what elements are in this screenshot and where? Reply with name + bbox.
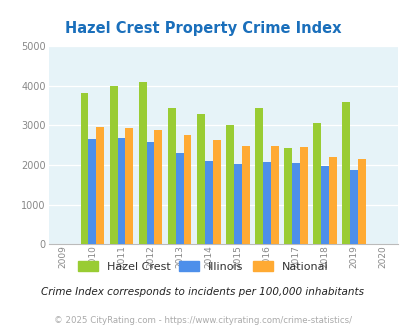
Bar	[241, 146, 249, 244]
Bar	[341, 102, 350, 244]
Bar	[146, 143, 154, 244]
Bar	[254, 108, 262, 244]
Text: © 2025 CityRating.com - https://www.cityrating.com/crime-statistics/: © 2025 CityRating.com - https://www.city…	[54, 316, 351, 325]
Bar	[212, 141, 220, 244]
Bar	[262, 162, 270, 244]
Bar	[96, 127, 104, 244]
Bar	[80, 92, 88, 244]
Bar	[320, 166, 328, 244]
Bar	[284, 148, 291, 244]
Bar	[270, 147, 278, 244]
Bar	[196, 114, 204, 244]
Text: Hazel Crest Property Crime Index: Hazel Crest Property Crime Index	[64, 21, 341, 36]
Bar	[313, 123, 320, 244]
Bar	[175, 153, 183, 244]
Bar	[167, 108, 175, 244]
Bar	[117, 138, 125, 244]
Legend: Hazel Crest, Illinois, National: Hazel Crest, Illinois, National	[75, 258, 330, 276]
Bar	[109, 86, 117, 244]
Text: Crime Index corresponds to incidents per 100,000 inhabitants: Crime Index corresponds to incidents per…	[41, 287, 364, 297]
Bar	[350, 170, 357, 244]
Bar	[291, 163, 299, 244]
Bar	[204, 161, 212, 244]
Bar	[299, 147, 307, 244]
Bar	[357, 159, 365, 244]
Bar	[125, 128, 133, 244]
Bar	[183, 135, 191, 244]
Bar	[154, 130, 162, 244]
Bar	[226, 125, 233, 244]
Bar	[139, 82, 146, 244]
Bar	[233, 164, 241, 244]
Bar	[328, 157, 336, 244]
Bar	[88, 139, 96, 244]
